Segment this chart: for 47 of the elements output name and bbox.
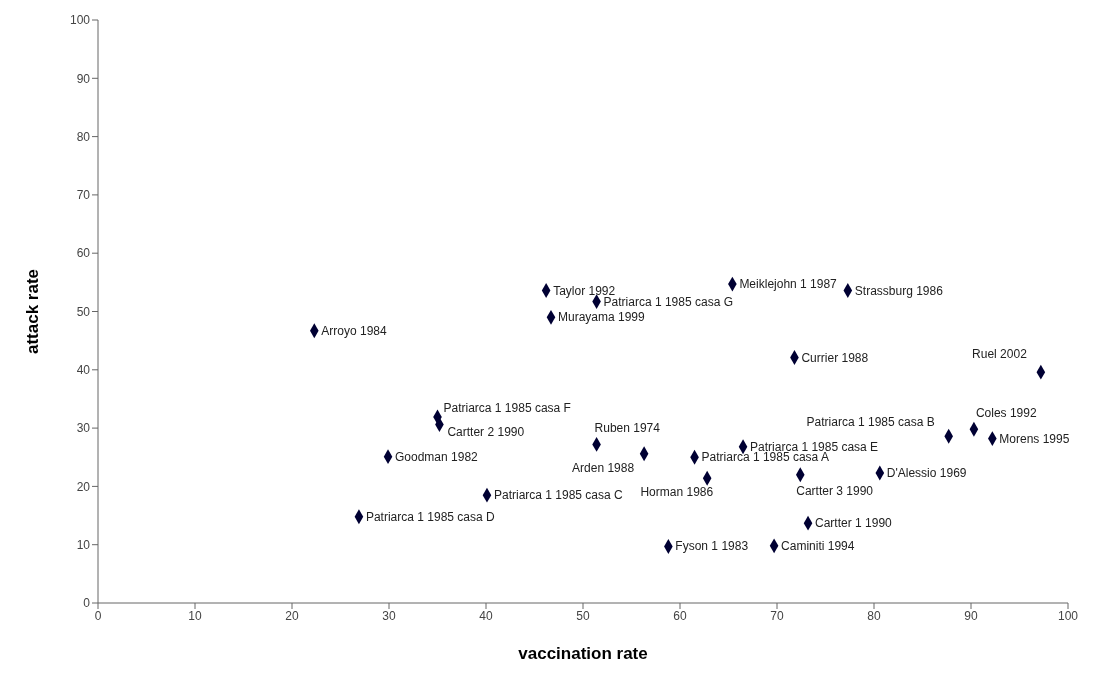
annotation: Patriarca 1 1985 casa C [493, 488, 624, 503]
annotation: Meiklejohn 1 1987 [739, 277, 838, 292]
annotation: Cartter 3 1990 [796, 483, 874, 498]
x-tick-label: 70 [770, 608, 784, 623]
y-tick-label: 80 [76, 129, 91, 144]
annotation: Caminiti 1994 [781, 538, 855, 553]
y-tick-label: 50 [76, 304, 91, 319]
x-tick-label: 20 [285, 608, 299, 623]
x-tick-label: 100 [1057, 608, 1079, 623]
y-tick-label: 90 [76, 71, 91, 86]
y-tick-label: 60 [76, 246, 91, 261]
annotation: D'Alessio 1969 [886, 465, 967, 480]
x-tick-label: 60 [673, 608, 687, 623]
y-tick-label: 20 [76, 479, 91, 494]
annotation: Murayama 1999 [557, 310, 646, 325]
y-tick-label: 0 [83, 596, 91, 611]
annotation: Arden 1988 [572, 460, 635, 475]
annotation: Goodman 1982 [395, 449, 479, 464]
x-tick-label: 50 [576, 608, 590, 623]
y-tick-label: 40 [76, 363, 91, 378]
annotation: Cartter 2 1990 [447, 424, 525, 439]
annotation: Currier 1988 [801, 350, 869, 365]
annotation: Patriarca 1 1985 casa D [365, 509, 495, 524]
x-tick-label: 80 [867, 608, 881, 623]
annotation: Horman 1986 [640, 485, 714, 500]
x-tick-label: 40 [479, 608, 493, 623]
y-tick-label: 70 [76, 188, 91, 203]
y-tick-label: 30 [76, 421, 91, 436]
x-tick-label: 10 [188, 608, 202, 623]
x-tick-label: 0 [94, 608, 102, 623]
annotation: Cartter 1 1990 [815, 516, 893, 531]
annotation: Ruel 2002 [972, 347, 1028, 362]
annotation: Patriarca 1 1985 casa F [443, 401, 571, 416]
x-axis-title: vaccination rate [518, 644, 648, 663]
annotation: Fyson 1 1983 [675, 539, 749, 554]
annotation: Patriarca 1 1985 casa A [701, 450, 829, 465]
y-tick-label: 100 [69, 13, 91, 28]
annotation: Morens 1995 [999, 431, 1070, 446]
annotation: Arroyo 1984 [321, 323, 388, 338]
annotation: Coles 1992 [975, 406, 1037, 421]
x-tick-label: 30 [382, 608, 396, 623]
x-tick-label: 90 [964, 608, 978, 623]
annotation: Strassburg 1986 [854, 283, 944, 298]
y-axis-title: attack rate [23, 268, 43, 355]
annotation: Patriarca 1 1985 casa B [806, 415, 935, 430]
annotation: Ruben 1974 [594, 421, 661, 436]
y-tick-label: 10 [76, 537, 91, 552]
